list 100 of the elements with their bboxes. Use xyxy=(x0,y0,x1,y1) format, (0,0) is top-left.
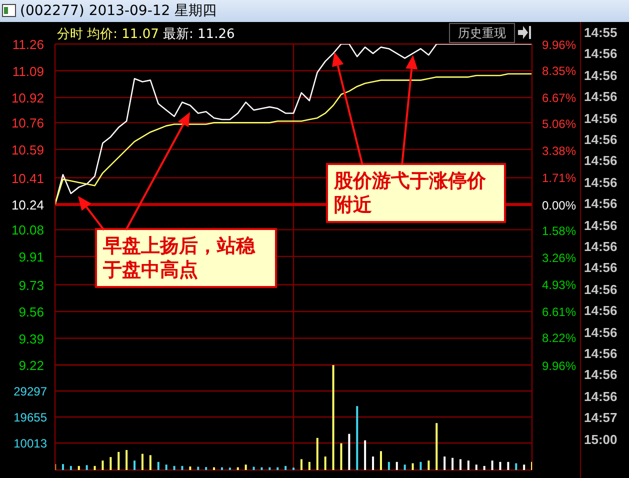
bar xyxy=(118,452,120,470)
bar xyxy=(412,463,414,470)
bar xyxy=(348,434,350,470)
bar xyxy=(78,466,80,470)
text: 14:56 xyxy=(584,45,618,64)
text: 14:56 xyxy=(584,259,618,278)
bar xyxy=(467,460,470,470)
y2-tick-label: 8.35% xyxy=(542,64,576,78)
text: 14:56 xyxy=(584,216,618,235)
bar xyxy=(316,438,318,470)
y-tick-label: 9.56 xyxy=(18,304,44,320)
bar xyxy=(213,467,216,470)
text: 14:56 xyxy=(584,302,618,320)
bar xyxy=(388,462,390,470)
bar xyxy=(149,455,152,470)
text: 14:56 xyxy=(584,66,618,85)
bar xyxy=(70,466,72,470)
bar xyxy=(404,464,406,470)
bar xyxy=(134,460,136,470)
text: 14:56 xyxy=(584,238,618,256)
text: 14:56 xyxy=(584,152,618,170)
bar xyxy=(110,457,112,470)
text: 14:56 xyxy=(584,280,618,299)
bar xyxy=(268,467,271,470)
bar xyxy=(364,440,366,470)
bar xyxy=(126,450,128,470)
bar xyxy=(165,464,168,470)
y2-tick-label: 1.58% xyxy=(542,224,576,238)
y2-tick-label: 9.96% xyxy=(542,38,576,52)
text: 14:56 xyxy=(584,366,618,384)
text: 14:56 xyxy=(584,324,618,342)
y-tick-label: 10.08 xyxy=(11,222,44,238)
bar xyxy=(428,460,430,470)
bar xyxy=(252,466,255,470)
text: 14:56 xyxy=(584,110,618,128)
y-tick-label: 9.22 xyxy=(18,358,44,373)
bar xyxy=(157,462,160,470)
bar xyxy=(523,464,526,470)
bar xyxy=(86,465,88,470)
text: 15:00 xyxy=(584,430,618,449)
bar xyxy=(499,462,502,470)
bar xyxy=(173,466,176,470)
bar xyxy=(284,466,287,470)
bar xyxy=(507,462,510,470)
bar xyxy=(260,467,263,470)
y2-tick-label: 9.96% xyxy=(542,359,576,373)
y-tick-label: 10.92 xyxy=(11,90,44,106)
annotation: 股价游弋于涨停价附近 xyxy=(326,163,506,223)
text: 14:55 xyxy=(584,24,618,42)
bar xyxy=(102,460,104,470)
text: 14:57 xyxy=(584,409,618,428)
bar xyxy=(236,467,239,470)
bar xyxy=(444,456,446,470)
bar xyxy=(244,464,247,470)
y2-tick-label: 8.22% xyxy=(542,330,576,345)
y-tick-label: 10013 xyxy=(14,436,48,450)
text: 最新: 11.26 xyxy=(163,27,235,42)
bar xyxy=(396,462,398,470)
y2-tick-label: 4.93% xyxy=(542,278,576,292)
y-tick-label: 10.59 xyxy=(11,142,44,158)
y-tick-label: 11.09 xyxy=(12,64,44,79)
bar xyxy=(141,454,144,470)
bar xyxy=(340,443,342,470)
bar xyxy=(475,464,478,470)
bar xyxy=(197,466,200,470)
bar xyxy=(515,463,518,470)
y-tick-label: 9.91 xyxy=(18,249,44,264)
annotation: 早盘上扬后，站稳于盘中高点 xyxy=(95,228,277,288)
bar xyxy=(356,406,358,470)
text: 14:56 xyxy=(584,195,618,214)
bar xyxy=(332,365,334,470)
bar xyxy=(420,462,422,470)
bar xyxy=(372,456,374,470)
y-tick-label: 9.73 xyxy=(18,278,44,293)
bar xyxy=(452,458,454,470)
bar xyxy=(436,423,438,470)
y2-tick-label: 0.00% xyxy=(542,198,576,212)
bar xyxy=(181,466,184,470)
text: 14:56 xyxy=(584,88,618,106)
bar xyxy=(276,467,279,470)
text: 分时 xyxy=(57,27,83,42)
y-tick-label: 11.26 xyxy=(12,37,44,52)
bar xyxy=(491,460,494,470)
y-tick-label: 10.24 xyxy=(11,198,44,212)
text: 14:56 xyxy=(584,131,618,149)
bar xyxy=(205,467,208,470)
text: 14:56 xyxy=(584,345,618,363)
y2-tick-label: 6.61% xyxy=(542,305,576,320)
y-tick-label: 9.39 xyxy=(18,331,44,346)
y2-tick-label: 3.26% xyxy=(542,251,576,266)
bar xyxy=(220,467,223,470)
y-tick-label: 29297 xyxy=(14,384,48,398)
bar xyxy=(300,459,302,470)
text: 14:56 xyxy=(584,388,618,406)
y2-tick-label: 1.71% xyxy=(542,170,576,185)
bar xyxy=(94,466,96,470)
y-tick-label: 10.76 xyxy=(11,116,44,131)
chart-title: (002277) 2013-09-12 星期四 xyxy=(20,2,217,20)
bar xyxy=(459,459,462,470)
y-tick-label: 19655 xyxy=(14,410,48,424)
